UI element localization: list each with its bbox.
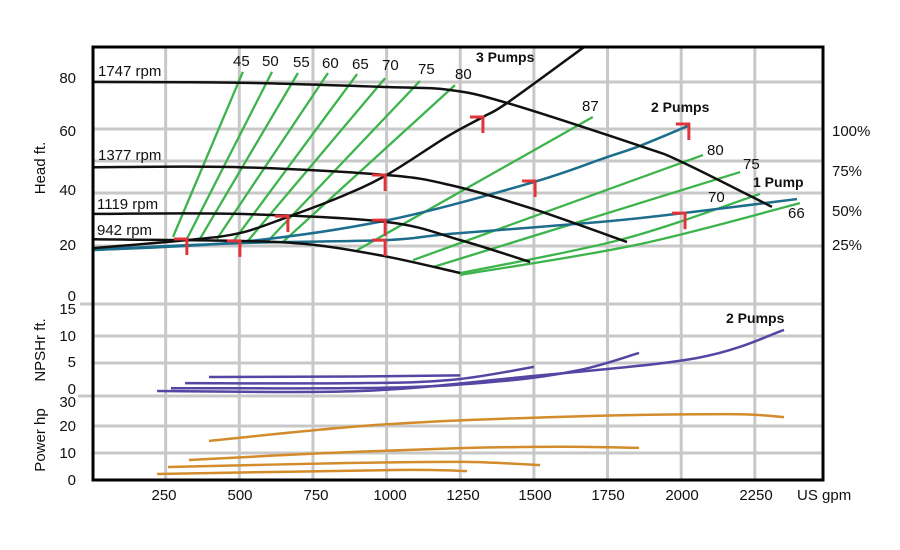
operating-point-marker bbox=[522, 179, 537, 197]
head-axis-title: Head ft. bbox=[32, 142, 49, 195]
operating-point-marker bbox=[672, 211, 687, 230]
efficiency-label: 55 bbox=[293, 54, 310, 71]
percent-label: 100% bbox=[832, 123, 870, 140]
operating-point-marker bbox=[372, 173, 387, 192]
operating-point-marker bbox=[675, 122, 691, 141]
operating-point-marker bbox=[372, 218, 387, 237]
efficiency-label: 75 bbox=[743, 156, 760, 173]
npshr-curve bbox=[157, 328, 785, 394]
npshr-tick: 5 bbox=[68, 354, 76, 371]
efficiency-label: 80 bbox=[707, 142, 724, 159]
efficiency-line bbox=[460, 202, 801, 277]
npshr-tick: 15 bbox=[59, 301, 76, 318]
x-tick: 750 bbox=[303, 487, 328, 504]
npshr-tick: 10 bbox=[59, 328, 76, 345]
efficiency-line bbox=[282, 84, 456, 243]
efficiency-label: 87 bbox=[582, 98, 599, 115]
percent-label: 75% bbox=[832, 163, 862, 180]
npshr-tick: 0 bbox=[68, 381, 76, 398]
npshr-curve bbox=[170, 351, 640, 390]
power-curve bbox=[157, 468, 468, 476]
power-tick: 0 bbox=[68, 472, 76, 489]
power-curve bbox=[167, 460, 541, 469]
speed-curve bbox=[93, 212, 531, 264]
power-tick: 30 bbox=[59, 394, 76, 411]
efficiency-line bbox=[171, 71, 244, 238]
efficiency-label: 70 bbox=[708, 189, 725, 206]
power-curve bbox=[188, 445, 640, 462]
efficiency-label: 70 bbox=[382, 57, 399, 74]
efficiency-label: 75 bbox=[418, 61, 435, 78]
x-tick: 1000 bbox=[373, 487, 406, 504]
npshr-curve bbox=[208, 374, 461, 379]
chart-frame bbox=[91, 45, 825, 482]
x-tick: 1250 bbox=[446, 487, 479, 504]
x-axis-title: US gpm bbox=[797, 487, 851, 504]
efficiency-label: 65 bbox=[352, 56, 369, 73]
pump-curve-label-1: 1 Pump bbox=[753, 174, 804, 190]
power-curve bbox=[208, 412, 785, 443]
speed-label-1377: 1377 rpm bbox=[98, 147, 161, 164]
npshr-curve bbox=[185, 365, 535, 385]
operating-point-marker bbox=[372, 238, 387, 257]
power-axis-title: Power hp bbox=[32, 408, 49, 471]
head-tick: 60 bbox=[59, 123, 76, 140]
operating-point-marker bbox=[226, 239, 242, 257]
efficiency-label: 50 bbox=[262, 53, 279, 70]
speed-label-1747: 1747 rpm bbox=[98, 63, 161, 80]
efficiency-label: 45 bbox=[233, 53, 250, 70]
plot-border bbox=[91, 45, 825, 482]
npshr-curve-label: 2 Pumps bbox=[726, 310, 785, 326]
head-tick: 0 bbox=[68, 288, 76, 305]
chart-marks bbox=[93, 47, 801, 476]
head-tick: 80 bbox=[59, 70, 76, 87]
head-panel bbox=[93, 47, 801, 277]
percent-label: 50% bbox=[832, 203, 862, 220]
system-curve-label: 3 Pumps bbox=[476, 49, 535, 65]
speed-label-1119: 1119 rpm bbox=[97, 196, 158, 213]
x-tick: 500 bbox=[227, 487, 252, 504]
system-curve bbox=[93, 47, 585, 250]
speed-curve bbox=[93, 238, 461, 275]
efficiency-line bbox=[198, 72, 299, 240]
efficiency-line bbox=[432, 170, 741, 269]
x-tick: 2000 bbox=[665, 487, 698, 504]
efficiency-line bbox=[215, 72, 329, 240]
efficiency-label: 60 bbox=[322, 55, 339, 72]
head-tick: 40 bbox=[59, 182, 76, 199]
pump-curve-label-2: 2 Pumps bbox=[651, 99, 710, 115]
speed-label-942: 942 rpm bbox=[97, 222, 152, 239]
percent-label: 25% bbox=[832, 237, 862, 254]
head-tick: 20 bbox=[59, 237, 76, 254]
x-tick: 1500 bbox=[518, 487, 551, 504]
power-tick: 10 bbox=[59, 445, 76, 462]
operating-point-marker bbox=[173, 237, 189, 256]
speed-curve bbox=[93, 80, 773, 209]
operating-point-marker bbox=[469, 115, 485, 133]
x-tick: 1750 bbox=[591, 487, 624, 504]
efficiency-line bbox=[356, 115, 594, 252]
efficiency-line bbox=[412, 153, 704, 262]
x-tick: 250 bbox=[151, 487, 176, 504]
npshr-axis-title: NPSHr ft. bbox=[32, 318, 49, 381]
operating-point-marker bbox=[274, 214, 290, 233]
x-tick: 2250 bbox=[739, 487, 772, 504]
power-tick: 20 bbox=[59, 418, 76, 435]
speed-curve bbox=[93, 165, 628, 244]
efficiency-label: 66 bbox=[788, 205, 805, 222]
efficiency-label: 80 bbox=[455, 66, 472, 83]
efficiency-line bbox=[185, 71, 274, 240]
